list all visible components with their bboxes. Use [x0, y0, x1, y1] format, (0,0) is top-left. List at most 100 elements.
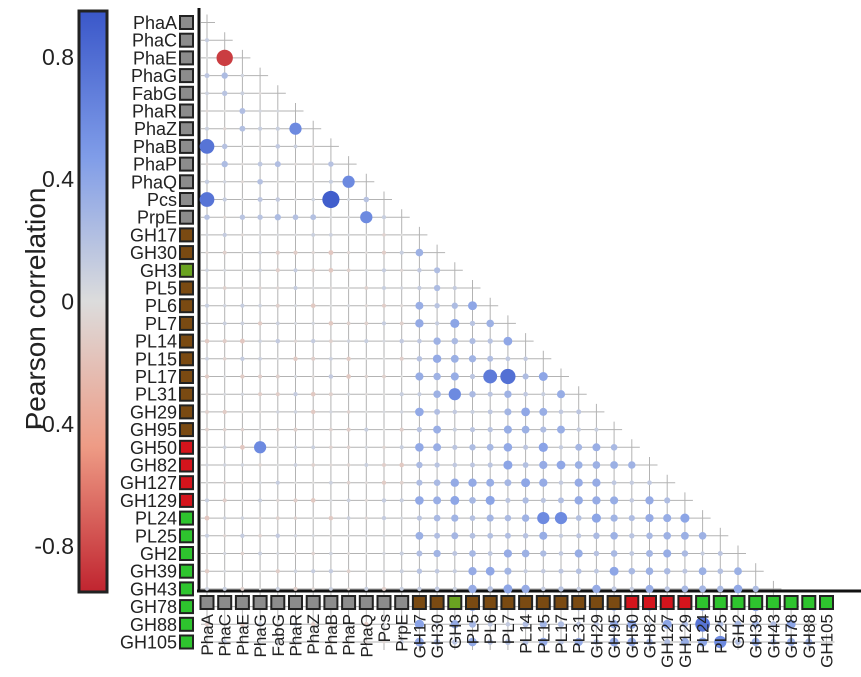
row-group-marker-gh129 [179, 492, 194, 508]
corr-cell-gh3-fabg [275, 268, 280, 273]
corr-cell-gh50-gh30 [433, 443, 442, 452]
corr-cell-gh127-pcs [381, 480, 387, 485]
corr-cell-pl17-phab [328, 374, 334, 379]
corr-cell-gh105-gh2 [735, 639, 741, 645]
corr-cell-pl25-pl17 [558, 533, 564, 538]
corr-cell-pl24-fabg [275, 516, 280, 520]
corr-cell-pl24-phap [346, 516, 351, 520]
corr-cell-gh39-phag [258, 570, 262, 573]
corr-cell-phab-phaa [199, 139, 215, 154]
col-label-phab: PhaB [322, 614, 341, 656]
corr-cell-phaq-phae [240, 180, 244, 184]
corr-cell-pl24-pl14 [521, 514, 530, 522]
corr-cell-pl31-gh30 [433, 390, 441, 399]
corr-cell-gh95-phae [240, 427, 245, 432]
corr-cell-pl14-phaa [204, 338, 210, 344]
corr-cell-pl17-gh17 [415, 372, 424, 381]
row-label-gh2: GH2 [140, 544, 177, 564]
col-group-marker-pl17 [553, 595, 569, 610]
corr-cell-pl14-phaz [311, 338, 316, 344]
corr-cell-phaq-phaa [204, 179, 210, 184]
corr-cell-phab-phac [221, 143, 228, 150]
col-label-pl14: PL14 [517, 614, 536, 654]
corr-cell-gh30-phac [222, 250, 227, 255]
row-label-gh105: GH105 [120, 633, 177, 653]
corr-cell-gh105-pcs [382, 640, 386, 644]
corr-cell-gh105-phaz [311, 640, 315, 644]
corr-cell-gh129-pcs [381, 498, 387, 503]
corr-cell-gh17-prpe [400, 233, 403, 237]
corr-cell-pl24-gh3 [451, 514, 459, 522]
corr-cell-gh95-pl15 [540, 426, 547, 433]
corr-cell-gh39-pl6 [485, 566, 495, 576]
corr-cell-gh127-phap [346, 480, 351, 485]
corr-cell-pl25-gh95 [610, 531, 618, 540]
row-label-phag: PhaG [131, 66, 177, 86]
corr-cell-pl14-phaq [364, 339, 369, 344]
corr-cell-gh82-pl15 [539, 460, 548, 470]
corr-cell-gh105-gh127 [664, 639, 671, 645]
corr-cell-gh43-pcs [381, 586, 387, 591]
corr-cell-gh43-gh50 [629, 586, 634, 592]
corr-cell-gh29-pl15 [539, 407, 548, 416]
col-group-marker-pl7 [500, 595, 516, 610]
row-group-marker-gh17 [179, 227, 194, 243]
row-label-gh127: GH127 [120, 473, 177, 493]
corr-cell-gh105-gh29 [593, 639, 600, 645]
corr-cell-gh39-phae [241, 569, 244, 573]
corr-cell-gh127-phar [294, 481, 297, 484]
corr-cell-gh50-gh17 [415, 442, 424, 452]
corr-cell-phaz-phaa [205, 126, 209, 131]
corr-cell-pl17-pl5 [469, 373, 476, 380]
row-label-phap: PhaP [133, 155, 177, 175]
corr-cell-gh95-phab [329, 427, 333, 432]
row-group-marker-pl14 [179, 333, 194, 349]
row-label-pl6: PL6 [145, 296, 177, 316]
corr-cell-gh43-pl7 [503, 584, 513, 594]
corr-cell-pl25-gh30 [434, 532, 441, 539]
corr-cell-gh43-gh127 [664, 586, 670, 592]
corr-cell-gh3-pcs [381, 268, 387, 273]
corr-cell-pl25-pl15 [539, 531, 548, 540]
corr-cell-pl17-phae [240, 374, 245, 379]
corr-cell-pl5-fabg [276, 286, 280, 290]
corr-cell-pl31-phag [258, 392, 263, 397]
corr-cell-pl25-pl24 [698, 531, 707, 540]
corr-cell-gh17-phaq [365, 233, 368, 237]
corr-cell-gh129-pl7 [505, 497, 511, 503]
corr-cell-gh88-gh82 [647, 622, 652, 627]
row-group-marker-gh50 [179, 439, 194, 455]
corr-cell-gh2-pl25 [717, 550, 723, 557]
corr-cell-gh2-phaq [365, 552, 368, 555]
corr-cell-gh82-phab [329, 463, 333, 467]
corr-cell-gh17-phag [258, 233, 262, 237]
corr-cell-pl31-pl6 [487, 391, 493, 397]
col-group-marker-gh78 [783, 595, 799, 610]
row-group-marker-gh105 [179, 634, 194, 650]
corr-cell-pl24-gh95 [610, 514, 618, 522]
corr-cell-pl6-phac [223, 304, 227, 308]
corr-cell-gh2-pl7 [503, 549, 513, 558]
corr-cell-pcs-phap [347, 197, 351, 202]
corr-cell-pcs-fabg [275, 197, 281, 202]
col-label-pl15: PL15 [534, 614, 553, 654]
col-group-marker-gh29 [588, 595, 604, 610]
col-label-fabg: FabG [269, 614, 288, 657]
row-group-marker-gh88 [179, 616, 194, 632]
corr-cell-gh39-gh29 [593, 568, 599, 574]
corr-cell-pl17-phaa [204, 374, 210, 379]
corr-cell-prpe-fabg [274, 214, 281, 221]
corr-cell-gh39-pl17 [558, 568, 564, 574]
corr-cell-gh127-gh30 [433, 479, 441, 487]
corr-cell-gh50-pl7 [503, 442, 513, 452]
corr-cell-pl15-gh30 [432, 354, 442, 364]
corr-cell-gh129-gh17 [415, 496, 424, 505]
corr-cell-phap-phaa [205, 162, 209, 166]
row-label-phaq: PhaQ [131, 172, 177, 192]
corr-cell-phaz-phac [223, 127, 227, 131]
colorbar: Pearson correlation 0.8 0.4 0 -0.4 -0.8 [20, 9, 109, 594]
col-label-phaz: PhaZ [304, 614, 323, 655]
corr-cell-pl5-phae [240, 286, 244, 290]
corr-cell-pl25-gh3 [451, 532, 459, 540]
corr-cell-pl25-gh127 [663, 531, 672, 540]
